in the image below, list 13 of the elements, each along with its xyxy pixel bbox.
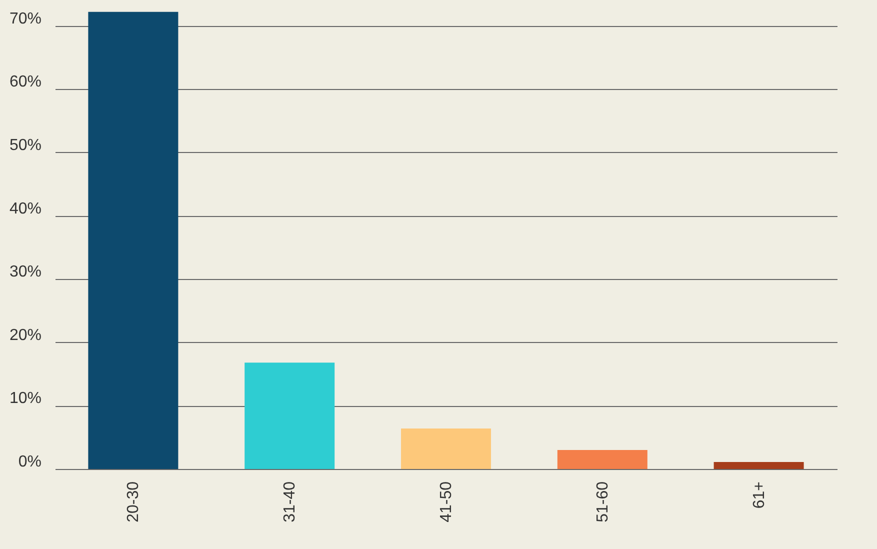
y-tick-label: 70% (9, 10, 42, 28)
x-tick-label: 20-30 (125, 481, 142, 522)
y-tick-label: 20% (9, 326, 42, 344)
y-tick-label: 0% (18, 454, 42, 470)
y-tick-label: 50% (9, 136, 42, 154)
y-tick-label: 40% (9, 200, 42, 218)
y-tick-label: 60% (9, 74, 42, 91)
x-tick-label: 51-60 (594, 481, 612, 522)
x-tick-label: 41-50 (438, 481, 455, 522)
y-tick-label: 30% (9, 264, 42, 281)
y-tick-label: 10% (9, 390, 42, 408)
x-tick-label: 61+ (750, 482, 768, 509)
x-tick-label: 31-40 (282, 481, 299, 522)
